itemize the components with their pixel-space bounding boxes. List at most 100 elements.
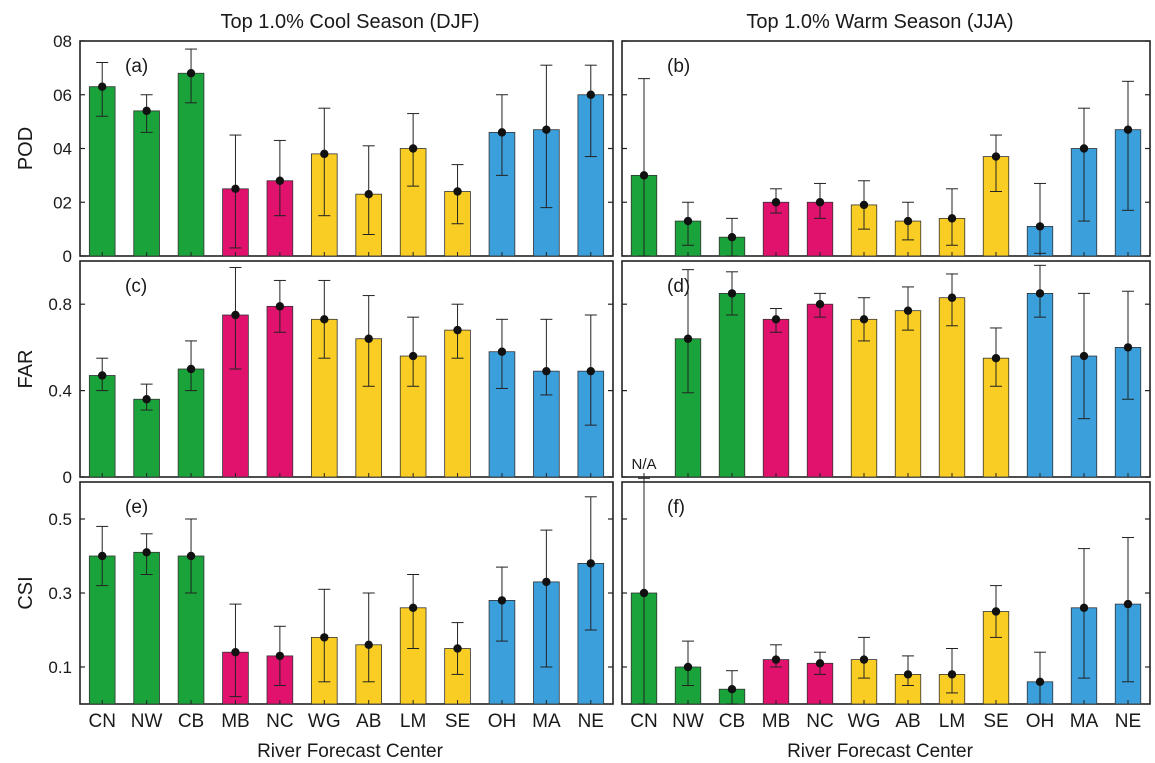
y-tick-label: 08	[53, 32, 72, 51]
mean-point-MB	[771, 315, 781, 324]
mean-point-AB	[364, 640, 373, 649]
mean-point-WG	[859, 200, 869, 210]
x-tick-label-LM: LM	[939, 711, 965, 732]
mean-point-NE	[586, 559, 595, 568]
panel-label: (c)	[125, 276, 147, 297]
mean-point-AB	[903, 306, 913, 315]
mean-point-CB	[727, 232, 737, 242]
y-tick-label: 06	[53, 86, 72, 105]
mean-point-WG	[320, 633, 329, 642]
mean-point-WG	[859, 655, 869, 664]
mean-point-NC	[815, 198, 825, 207]
mean-point-AB	[903, 216, 913, 226]
mean-point-OH	[497, 128, 507, 137]
annotation-na: N/A	[631, 456, 656, 473]
mean-point-CB	[727, 685, 737, 694]
mean-point-AB	[364, 189, 373, 199]
y-tick-label: 0.8	[48, 295, 72, 314]
panel-frame	[79, 260, 614, 478]
y-tick-label: 0	[63, 468, 72, 487]
xlabel-left: River Forecast Center	[257, 741, 444, 762]
mean-point-MA	[1079, 603, 1089, 612]
mean-point-MA	[542, 366, 551, 376]
mean-point-WG	[859, 315, 869, 324]
mean-point-NE	[1123, 125, 1133, 134]
y-tick-label: 0	[63, 247, 72, 266]
mean-point-CN	[98, 82, 107, 91]
x-tick-label-MA: MA	[532, 711, 561, 732]
x-tick-label-NC: NC	[266, 711, 293, 732]
mean-point-CB	[186, 364, 196, 374]
mean-point-MA	[542, 577, 551, 587]
mean-point-NW	[142, 395, 151, 404]
x-tick-label-AB: AB	[356, 711, 381, 732]
mean-point-CN	[98, 551, 107, 561]
x-tick-label-MB: MB	[762, 711, 791, 732]
bar-NC	[266, 305, 294, 478]
bar-LM	[938, 297, 966, 478]
x-tick-label-OH: OH	[1026, 711, 1055, 732]
mean-point-CN	[98, 371, 107, 380]
mean-point-SE	[453, 187, 462, 196]
mean-point-OH	[497, 596, 507, 605]
bar-NW	[133, 398, 160, 478]
x-tick-label-CB: CB	[719, 711, 745, 732]
mean-point-NC	[275, 176, 285, 185]
bar-OH	[1026, 292, 1054, 478]
panel-d: (d) N/A	[621, 260, 1151, 478]
mean-point-WG	[320, 149, 329, 159]
panel-f: (f) CN NW CB MB NC WG AB LM SE OH MA NE	[621, 477, 1151, 732]
panel-frame	[79, 40, 614, 257]
x-tick-label-SE: SE	[983, 711, 1008, 732]
bar-MB	[762, 318, 790, 478]
mean-point-OH	[497, 347, 507, 356]
mean-point-NW	[142, 548, 151, 557]
x-tick-label-AB: AB	[895, 711, 920, 732]
bar-AB	[355, 338, 382, 478]
mean-point-MB	[231, 184, 240, 194]
bar-NC	[806, 303, 834, 478]
mean-point-NC	[815, 659, 825, 668]
x-tick-label-WG: WG	[308, 711, 341, 732]
mean-point-WG	[320, 315, 329, 324]
column-title-cool: Top 1.0% Cool Season (DJF)	[220, 11, 479, 33]
mean-point-NW	[683, 662, 693, 672]
mean-point-OH	[1035, 222, 1045, 231]
mean-point-OH	[1035, 289, 1045, 298]
bar-AB	[894, 310, 922, 478]
mean-point-LM	[408, 603, 418, 612]
x-tick-label-NE: NE	[578, 711, 604, 732]
panel-a: 0 02 04 06 08 POD (a)	[15, 32, 614, 266]
mean-point-MA	[542, 125, 551, 134]
mean-point-NE	[586, 366, 595, 376]
mean-point-NC	[275, 651, 285, 661]
mean-point-LM	[947, 670, 957, 679]
x-tick-label-MA: MA	[1070, 711, 1099, 732]
panel-label: (a)	[125, 56, 148, 77]
bar-NW	[133, 110, 160, 257]
y-axis-label: CSI	[15, 576, 37, 609]
mean-point-NW	[683, 334, 693, 343]
mean-point-MB	[771, 655, 781, 664]
mean-point-CN	[639, 171, 649, 180]
mean-point-NW	[683, 216, 693, 226]
x-tick-label-LM: LM	[400, 711, 426, 732]
mean-point-AB	[364, 334, 373, 343]
panel-label: (e)	[125, 497, 148, 518]
x-tick-label-CB: CB	[178, 711, 204, 732]
mean-point-MA	[1079, 351, 1089, 361]
mean-point-LM	[408, 144, 418, 153]
x-tick-label-NW: NW	[131, 711, 163, 732]
mean-point-CB	[727, 289, 737, 298]
xlabel-right: River Forecast Center	[787, 741, 974, 762]
mean-point-SE	[453, 644, 462, 653]
panel-b: (b)	[621, 40, 1151, 257]
x-tick-label-CN: CN	[630, 711, 657, 732]
panel-frame	[79, 481, 614, 705]
x-tick-label-NC: NC	[806, 711, 833, 732]
y-axis-label: FAR	[15, 350, 37, 389]
panel-frame	[621, 481, 1151, 705]
chart-panels: 0 02 04 06 08 POD (a) (b) 0 0.4 0.8 FAR (c) (d) N/A 0.1…	[15, 32, 1151, 732]
mean-point-NE	[1123, 343, 1133, 352]
